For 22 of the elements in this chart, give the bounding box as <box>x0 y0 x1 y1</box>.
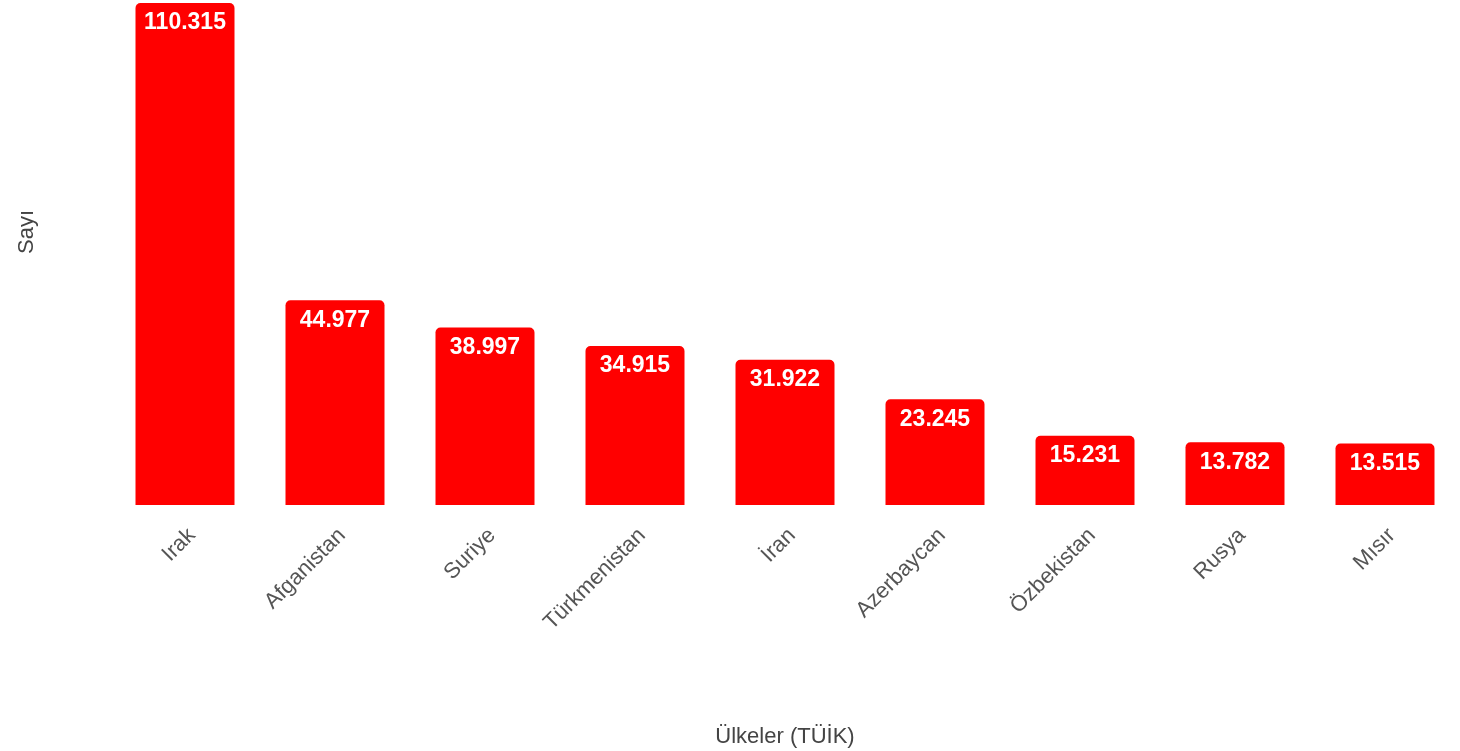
data-label: 23.245 <box>899 404 971 431</box>
bar <box>135 3 235 505</box>
data-label: 38.997 <box>449 332 521 359</box>
data-label: 31.922 <box>749 365 821 392</box>
bar <box>735 359 835 505</box>
data-label: 44.977 <box>299 305 371 332</box>
data-label: 13.782 <box>1199 447 1271 474</box>
y-axis-title: Sayı <box>12 209 38 254</box>
data-label: 34.915 <box>599 351 671 378</box>
x-axis-title: Ülkeler (TÜİK) <box>715 723 855 748</box>
bar <box>1335 443 1435 505</box>
x-tick-label: İran <box>755 522 800 567</box>
x-tick-label: Irak <box>156 521 201 566</box>
data-label: 110.315 <box>144 8 227 35</box>
bar <box>885 399 985 505</box>
data-label: 13.515 <box>1349 448 1421 475</box>
bar <box>1035 435 1135 505</box>
bar <box>285 300 385 505</box>
bar <box>435 327 535 505</box>
data-label: 15.231 <box>1049 441 1121 468</box>
bar <box>1185 442 1285 505</box>
bar <box>585 346 685 505</box>
